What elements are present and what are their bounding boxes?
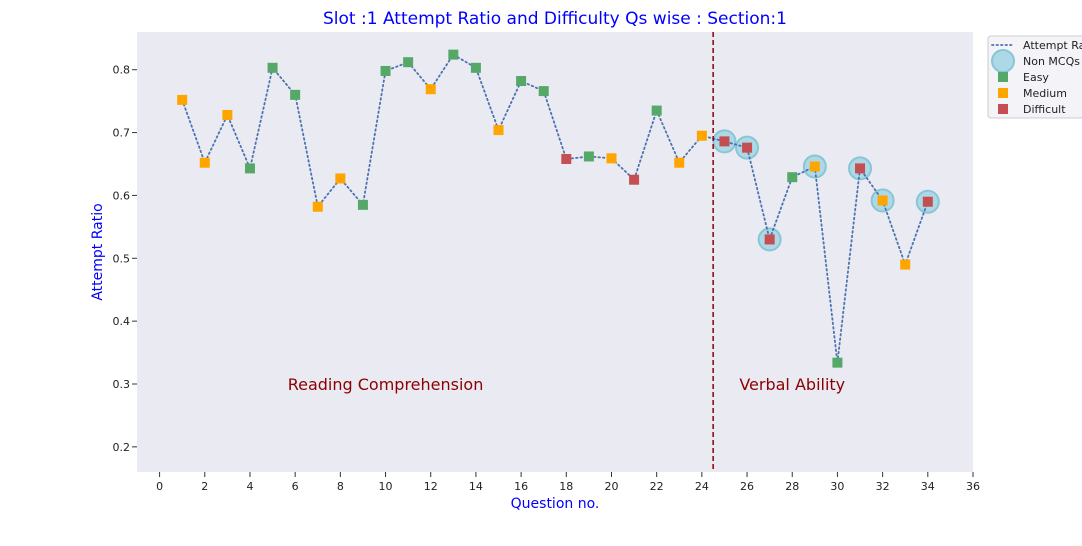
y-tick-label: 0.4 [113,315,131,328]
difficulty-marker-medium [312,201,323,212]
y-axis-label: Attempt Ratio [90,203,106,300]
difficulty-marker-easy [290,89,301,100]
difficulty-marker-medium [809,161,820,172]
x-tick-label: 14 [469,480,483,493]
x-tick-label: 30 [830,480,844,493]
difficulty-marker-difficult [629,174,640,185]
difficulty-marker-medium [877,195,888,206]
difficulty-marker-easy [470,62,481,73]
difficulty-marker-easy [538,86,549,97]
difficulty-marker-medium [674,157,685,168]
y-tick-label: 0.8 [113,64,131,77]
difficulty-marker-medium [606,153,617,164]
difficulty-marker-difficult [742,142,753,153]
difficulty-marker-difficult [561,153,572,164]
x-tick-label: 10 [379,480,393,493]
x-tick-label: 16 [514,480,528,493]
difficulty-marker-easy [516,76,527,87]
legend-medium-swatch [998,88,1008,98]
legend-easy-swatch [998,72,1008,82]
x-tick-label: 36 [966,480,980,493]
difficulty-marker-easy [380,65,391,76]
difficulty-marker-medium [222,109,233,120]
annotations: Reading Comprehension Verbal Ability [288,32,845,472]
difficulty-marker-easy [244,163,255,174]
x-tick-label: 0 [156,480,163,493]
difficulty-marker-difficult [922,196,933,207]
x-tick-label: 4 [246,480,253,493]
difficulty-marker-medium [493,125,504,136]
difficulty-marker-medium [425,84,436,95]
y-tick-label: 0.7 [113,127,131,140]
difficulty-marker-easy [787,172,798,183]
data-series [177,49,940,368]
difficulty-marker-easy [583,151,594,162]
x-tick-label: 26 [740,480,754,493]
y-tick-label: 0.2 [113,441,131,454]
plot-area [137,32,973,472]
x-tick-label: 12 [424,480,438,493]
section-label: Reading Comprehension [288,375,484,394]
difficulty-marker-difficult [719,136,730,147]
x-tick-label: 20 [604,480,618,493]
y-tick-label: 0.5 [113,252,131,265]
difficulty-marker-easy [267,62,278,73]
y-tick-label: 0.3 [113,378,131,391]
x-tick-label: 2 [201,480,208,493]
difficulty-marker-easy [403,57,414,68]
difficulty-marker-medium [335,173,346,184]
difficulty-marker-difficult [764,234,775,245]
difficulty-marker-easy [448,49,459,60]
y-tick-label: 0.6 [113,189,131,202]
x-tick-label: 28 [785,480,799,493]
x-tick-label: 8 [337,480,344,493]
x-tick-label: 6 [292,480,299,493]
x-tick-label: 18 [559,480,573,493]
legend-difficult-swatch [998,104,1008,114]
difficulty-marker-medium [199,157,210,168]
x-tick-label: 24 [695,480,709,493]
legend-label: Attempt Rat [1023,39,1082,52]
x-tick-label: 22 [650,480,664,493]
x-axis-label: Question no. [511,496,600,512]
difficulty-marker-easy [651,105,662,116]
legend-label: Easy [1023,71,1049,84]
chart-title: Slot :1 Attempt Ratio and Difficulty Qs … [323,9,787,29]
x-tick-label: 32 [876,480,890,493]
difficulty-marker-medium [696,130,707,141]
x-axis: 0 2 4 6 8 10 12 14 16 18 20 22 24 26 28 30 32 34 36 [156,472,980,493]
legend-label: Difficult [1023,103,1066,116]
legend-label: Medium [1023,87,1067,100]
attempt-ratio-line [181,53,929,363]
difficulty-marker-medium [177,94,188,105]
difficulty-marker-easy [357,199,368,210]
section-label: Verbal Ability [739,375,845,394]
legend-nonmcq-swatch [991,49,1015,73]
difficulty-marker-easy [832,357,843,368]
legend-label: Non MCQs [1023,55,1080,68]
legend: Attempt Rat Non MCQs Easy Medium Difficult [987,35,1082,119]
x-tick-label: 34 [921,480,935,493]
difficulty-marker-difficult [855,163,866,174]
difficulty-marker-medium [900,259,911,270]
y-axis: 0.2 0.3 0.4 0.5 0.6 0.7 0.8 [113,64,137,454]
